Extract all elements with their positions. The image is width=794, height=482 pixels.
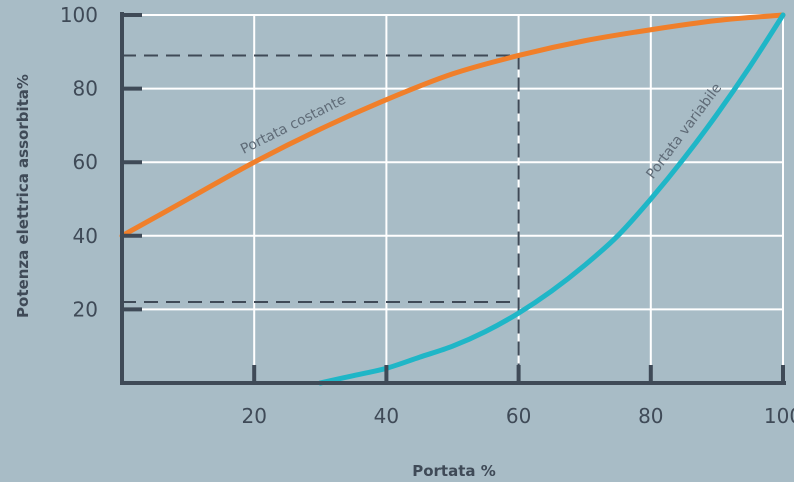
axis-layer [120,12,786,385]
x-tick-label: 100 [764,404,794,428]
x-axis-title: Portata % [412,462,496,480]
y-tick-label: 40 [73,224,98,248]
x-tick-label: 40 [374,404,399,428]
series-layer [119,12,786,386]
x-tick-label: 20 [241,404,266,428]
reference-lines-layer [122,54,520,383]
y-tick-label: 20 [73,297,98,321]
series-line-portata-costante [119,12,786,239]
y-tick-label: 100 [60,3,98,27]
x-tick-label: 80 [638,404,663,428]
series-line-portata-variabile [317,12,786,386]
y-tick-label: 60 [73,150,98,174]
y-tick-label: 80 [73,77,98,101]
x-tick-label: 60 [506,404,531,428]
y-axis-title: Potenza elettrica assorbita% [14,74,32,318]
grid-layer [122,14,784,383]
label-layer: 2040608010020406080100Portata costantePo… [60,3,794,428]
series-label: Portata variabile [643,80,725,182]
tick-layer [122,13,785,383]
